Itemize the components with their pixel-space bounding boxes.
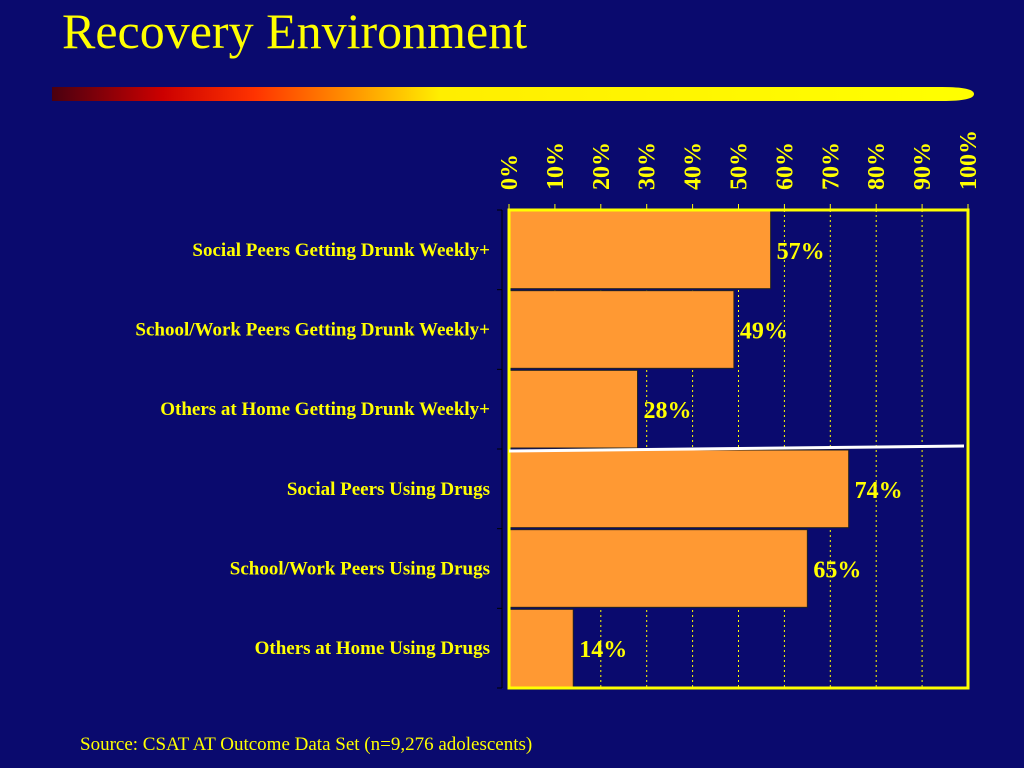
- x-tick-label: 100%: [956, 130, 982, 190]
- value-label: 65%: [813, 558, 861, 584]
- category-label: Social Peers Getting Drunk Weekly+: [192, 240, 490, 261]
- x-tick-label: 40%: [681, 142, 707, 190]
- source-note: Source: CSAT AT Outcome Data Set (n=9,27…: [80, 734, 533, 755]
- value-label: 49%: [740, 319, 788, 345]
- bar: [508, 210, 772, 290]
- x-tick-label: 0%: [497, 154, 523, 190]
- x-tick-label: 10%: [543, 142, 569, 190]
- value-label: 74%: [855, 478, 903, 504]
- bar: [508, 369, 639, 449]
- x-tick-label: 80%: [864, 142, 890, 190]
- x-tick-label: 50%: [727, 142, 753, 190]
- category-label: Others at Home Getting Drunk Weekly+: [160, 399, 490, 420]
- category-label: School/Work Peers Using Drugs: [230, 559, 490, 580]
- category-label: Others at Home Using Drugs: [255, 638, 490, 659]
- category-label: Social Peers Using Drugs: [287, 479, 490, 500]
- bar: [508, 608, 574, 688]
- group-divider: [508, 444, 965, 453]
- x-tick-label: 70%: [818, 142, 844, 190]
- bar: [508, 449, 850, 529]
- category-label: School/Work Peers Getting Drunk Weekly+: [135, 320, 490, 341]
- x-tick-label: 30%: [635, 142, 661, 190]
- title-underline-bar: [52, 87, 974, 101]
- slide-title: Recovery Environment: [62, 3, 528, 59]
- bar: [508, 290, 735, 369]
- x-tick-label: 90%: [910, 142, 936, 190]
- bar: [508, 529, 808, 608]
- value-label: 28%: [644, 398, 692, 424]
- x-tick-label: 60%: [772, 142, 798, 190]
- x-tick-label: 20%: [589, 142, 615, 190]
- value-label: 14%: [579, 637, 627, 663]
- value-label: 57%: [777, 239, 825, 265]
